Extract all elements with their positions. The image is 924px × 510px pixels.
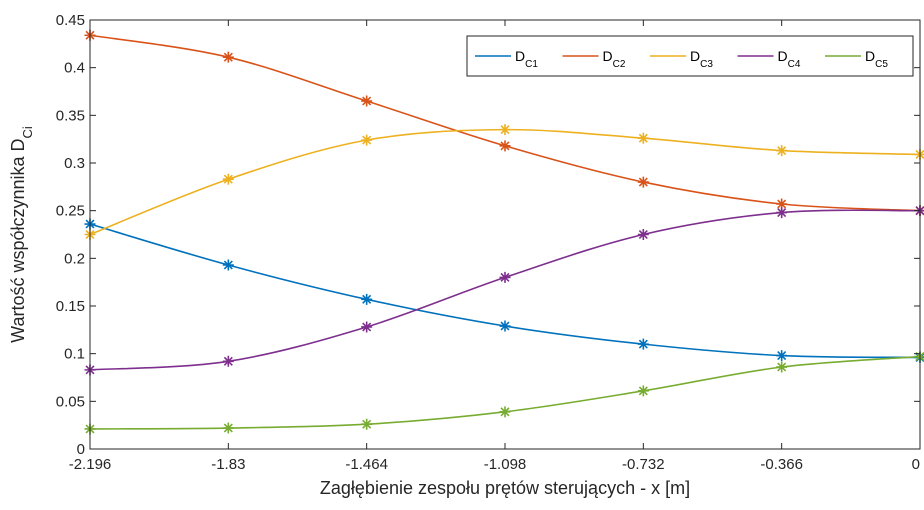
data-point-c4 <box>776 207 788 219</box>
data-point-c2 <box>361 95 373 107</box>
x-tick-label: 0 <box>912 456 920 473</box>
data-point-c1 <box>637 338 649 350</box>
legend-label: DC5 <box>865 48 888 70</box>
y-tick-label: 0.2 <box>64 250 85 267</box>
data-point-c1 <box>499 320 511 332</box>
data-point-c3 <box>499 124 511 136</box>
legend-item-c2: DC2 <box>562 48 626 70</box>
legend-item-c1: DC1 <box>475 48 538 70</box>
data-point-c2 <box>222 51 234 63</box>
data-point-c4 <box>222 355 234 367</box>
y-tick-label: 0 <box>77 441 85 458</box>
data-point-c2 <box>776 198 788 210</box>
data-point-c3 <box>222 173 234 185</box>
y-tick-label: 0.3 <box>64 155 85 172</box>
legend-label-main: D <box>865 48 875 64</box>
data-point-c5 <box>776 361 788 373</box>
y-tick-label: 0.15 <box>56 298 85 315</box>
y-tick-label: 0.45 <box>56 12 85 29</box>
legend-item-c4: DC4 <box>737 48 801 70</box>
x-tick-label: -1.098 <box>484 456 527 473</box>
x-tick-label: -1.464 <box>345 456 388 473</box>
y-tick-label: 0.1 <box>64 346 85 363</box>
ticks-layer: 0 0.05 0.1 0.15 0.2 0.25 0.3 0.35 0.4 0.45 -2.196 -… <box>56 12 921 473</box>
x-axis-label: Zagłębienie zespołu prętów sterujących -… <box>320 478 690 498</box>
legend-label-subscript: C2 <box>613 59 626 70</box>
y-tick-label: 0.35 <box>56 107 85 124</box>
data-point-c1 <box>222 259 234 271</box>
data-point-c1 <box>776 350 788 362</box>
data-point-c4 <box>499 271 511 283</box>
legend: DC1 DC2 DC3 DC4 DC5 <box>466 35 914 77</box>
y-tick-label: 0.25 <box>56 203 85 220</box>
data-point-c2 <box>637 176 649 188</box>
y-axis-label-subscript: Ci <box>20 126 35 138</box>
data-point-c2 <box>499 140 511 152</box>
legend-label-subscript: C3 <box>700 59 713 70</box>
data-point-c4 <box>637 229 649 240</box>
legend-item-c3: DC3 <box>650 48 713 70</box>
legend-label-main: D <box>778 48 788 64</box>
series-c4 <box>84 205 924 376</box>
legend-item-c5: DC5 <box>825 48 888 70</box>
y-tick-label: 0.4 <box>64 60 85 77</box>
legend-label-main: D <box>515 48 525 64</box>
legend-label: DC3 <box>690 48 713 70</box>
x-tick-label: -0.732 <box>622 456 665 473</box>
data-point-c5 <box>499 406 511 418</box>
x-tick-label: -0.366 <box>760 456 803 473</box>
y-axis-label-main: Wartość współczynnika D <box>8 138 28 342</box>
data-point-c3 <box>637 132 649 144</box>
legend-label: DC4 <box>778 48 801 70</box>
x-tick-label: -2.196 <box>69 456 112 473</box>
data-point-c1 <box>361 293 373 305</box>
data-point-c5 <box>222 422 234 434</box>
y-axis-label: Wartość współczynnika DCi <box>8 126 35 343</box>
legend-label: DC2 <box>603 48 626 70</box>
y-tick-label: 0.05 <box>56 393 85 410</box>
data-point-c3 <box>776 145 788 157</box>
legend-label-subscript: C4 <box>788 59 801 70</box>
legend-label-main: D <box>690 48 700 64</box>
legend-label-subscript: C5 <box>875 59 888 70</box>
data-point-c5 <box>637 385 649 397</box>
legend-label-subscript: C1 <box>525 59 538 70</box>
x-tick-label: -1.83 <box>211 456 245 473</box>
data-point-c4 <box>361 321 373 333</box>
legend-label-main: D <box>603 48 613 64</box>
data-point-c5 <box>361 418 373 430</box>
data-point-c3 <box>361 134 373 146</box>
legend-label: DC1 <box>515 48 538 70</box>
